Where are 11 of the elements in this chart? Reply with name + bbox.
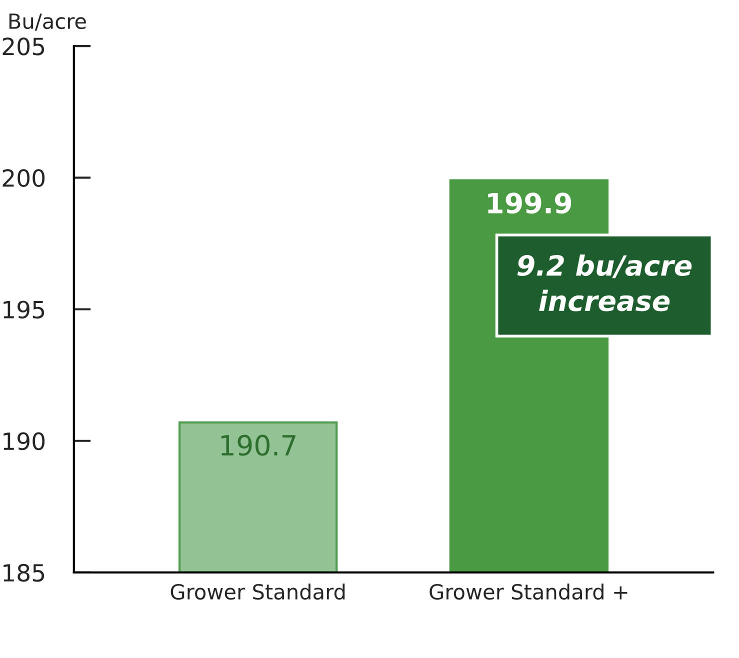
y-tick-label: 205 xyxy=(2,38,44,56)
y-tick-label: 190 xyxy=(4,432,45,450)
x-tick-label: Grower Standard xyxy=(170,584,345,600)
x-tick-label: Grower Standard + xyxy=(430,584,628,600)
y-axis-title: Bu/acre xyxy=(9,14,86,31)
data-label: 199.9 xyxy=(488,192,572,214)
y-tick-label: 195 xyxy=(4,300,44,319)
y-tick-label: 200 xyxy=(2,169,45,187)
annotation: 9.2 bu/acre increase xyxy=(517,254,692,312)
y-tick-label: 185 xyxy=(4,564,44,582)
data-label: 190.7 xyxy=(221,434,296,456)
